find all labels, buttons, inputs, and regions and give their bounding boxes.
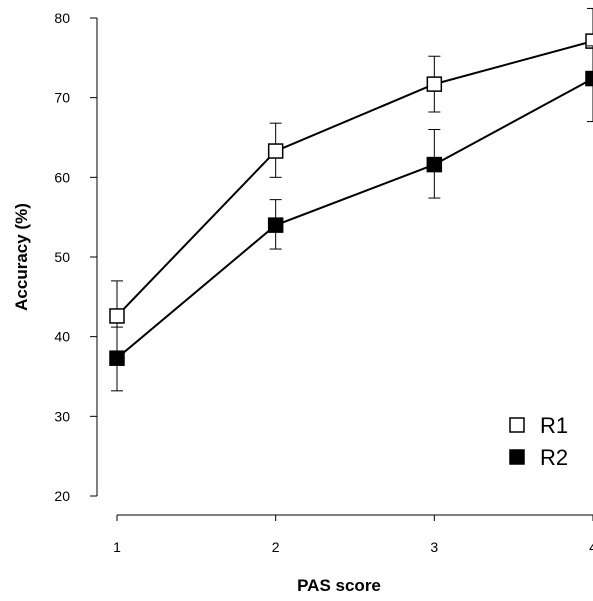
x-tick-label: 2	[272, 539, 280, 555]
data-point	[426, 156, 443, 173]
series-r2	[109, 45, 593, 392]
y-tick-label: 40	[54, 329, 70, 345]
y-tick-label: 30	[54, 408, 70, 424]
data-point	[109, 350, 125, 366]
legend-label-r1: R1	[540, 413, 568, 438]
x-ticks: 1 2 3 4	[113, 515, 593, 555]
x-axis-title: PAS score	[297, 576, 381, 595]
data-point	[109, 308, 125, 324]
x-tick-label: 3	[430, 539, 438, 555]
series-line	[116, 40, 593, 317]
x-tick-label: 4	[589, 539, 593, 555]
data-point	[426, 76, 443, 92]
legend-marker-r1	[509, 417, 525, 433]
series-line	[116, 77, 593, 359]
y-tick-label: 80	[54, 10, 70, 26]
y-ticks: 20 30 40 50 60 70 80	[54, 10, 97, 504]
y-tick-label: 60	[54, 169, 70, 185]
data-point	[585, 33, 593, 49]
legend: R1 R2	[509, 413, 568, 470]
y-tick-label: 70	[54, 90, 70, 106]
y-tick-label: 50	[54, 249, 70, 265]
series-r1	[109, 7, 593, 352]
data-point	[585, 70, 593, 87]
data-point	[267, 143, 284, 159]
legend-label-r2: R2	[540, 445, 568, 470]
series-layer	[109, 7, 593, 392]
legend-marker-r2	[509, 449, 525, 465]
data-point	[267, 217, 284, 233]
y-axis-title: Accuracy (%)	[12, 203, 31, 311]
x-tick-label: 1	[113, 539, 121, 555]
y-tick-label: 20	[54, 488, 70, 504]
